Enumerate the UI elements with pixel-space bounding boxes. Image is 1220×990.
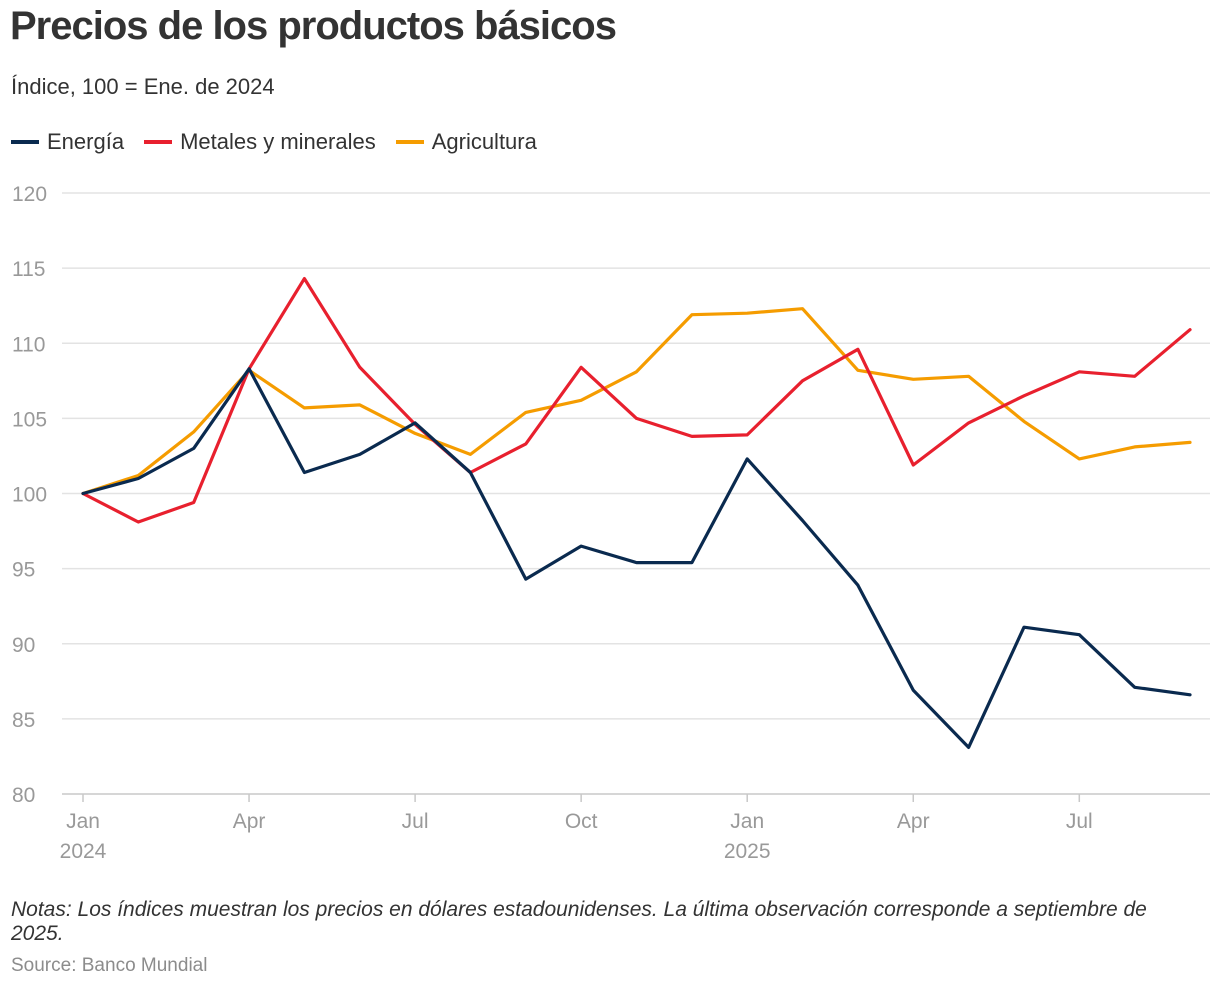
y-axis: 80 85 90 95 100 105 110 115 120 bbox=[12, 183, 47, 807]
y-tick-label: 110 bbox=[12, 333, 45, 356]
legend-swatch-agricultura bbox=[395, 140, 424, 144]
x-tick-label: Jul bbox=[402, 810, 429, 833]
legend-label-metales: Metales y minerales bbox=[180, 129, 376, 154]
y-tick-label: 120 bbox=[12, 183, 47, 206]
series-line-metales-y-minerales bbox=[81, 276, 1192, 524]
series-lines bbox=[81, 276, 1192, 750]
legend: Energía Metales y minerales Agricultura bbox=[11, 128, 557, 156]
legend-item-agricultura: Agricultura bbox=[395, 129, 537, 155]
x-tick-label: Jan bbox=[66, 810, 100, 833]
legend-item-metales: Metales y minerales bbox=[144, 129, 376, 155]
y-tick-label: 90 bbox=[12, 634, 35, 657]
chart-source: Source: Banco Mundial bbox=[11, 955, 208, 976]
chart-notes: Notas: Los índices muestran los precios … bbox=[11, 898, 1147, 945]
legend-label-energia: Energía bbox=[47, 129, 125, 154]
chart-title: Precios de los productos básicos bbox=[10, 4, 617, 48]
series-line-agricultura bbox=[81, 307, 1192, 496]
x-tick-year-label: 2025 bbox=[724, 840, 771, 863]
x-tick-label: Jan bbox=[730, 810, 764, 833]
legend-swatch-energia bbox=[11, 140, 39, 144]
x-tick-label: Jul bbox=[1066, 810, 1093, 833]
chart-subtitle: Índice, 100 = Ene. de 2024 bbox=[11, 74, 275, 99]
y-tick-label: 115 bbox=[12, 258, 45, 281]
x-tick-year-label: 2024 bbox=[60, 840, 107, 863]
x-tick-label: Oct bbox=[565, 810, 598, 833]
legend-label-agricultura: Agricultura bbox=[431, 129, 537, 154]
line-chart: 80 85 90 95 100 105 110 115 120 Jan 2024 Apr Jul Oct… bbox=[12, 183, 1210, 863]
x-tick-label: Apr bbox=[897, 810, 930, 833]
y-tick-label: 95 bbox=[12, 559, 35, 582]
y-tick-label: 85 bbox=[12, 709, 35, 732]
y-tick-label: 100 bbox=[12, 484, 47, 507]
y-tick-label: 105 bbox=[12, 408, 47, 431]
series-line-energ-a bbox=[81, 367, 1192, 750]
legend-item-energia: Energía bbox=[11, 129, 124, 155]
x-tick-label: Apr bbox=[233, 810, 266, 833]
y-tick-label: 80 bbox=[12, 784, 35, 807]
x-axis: Jan 2024 Apr Jul Oct Jan 2025 Apr Jul bbox=[60, 794, 1093, 863]
gridlines bbox=[62, 192, 1210, 795]
legend-swatch-metales bbox=[144, 140, 173, 144]
